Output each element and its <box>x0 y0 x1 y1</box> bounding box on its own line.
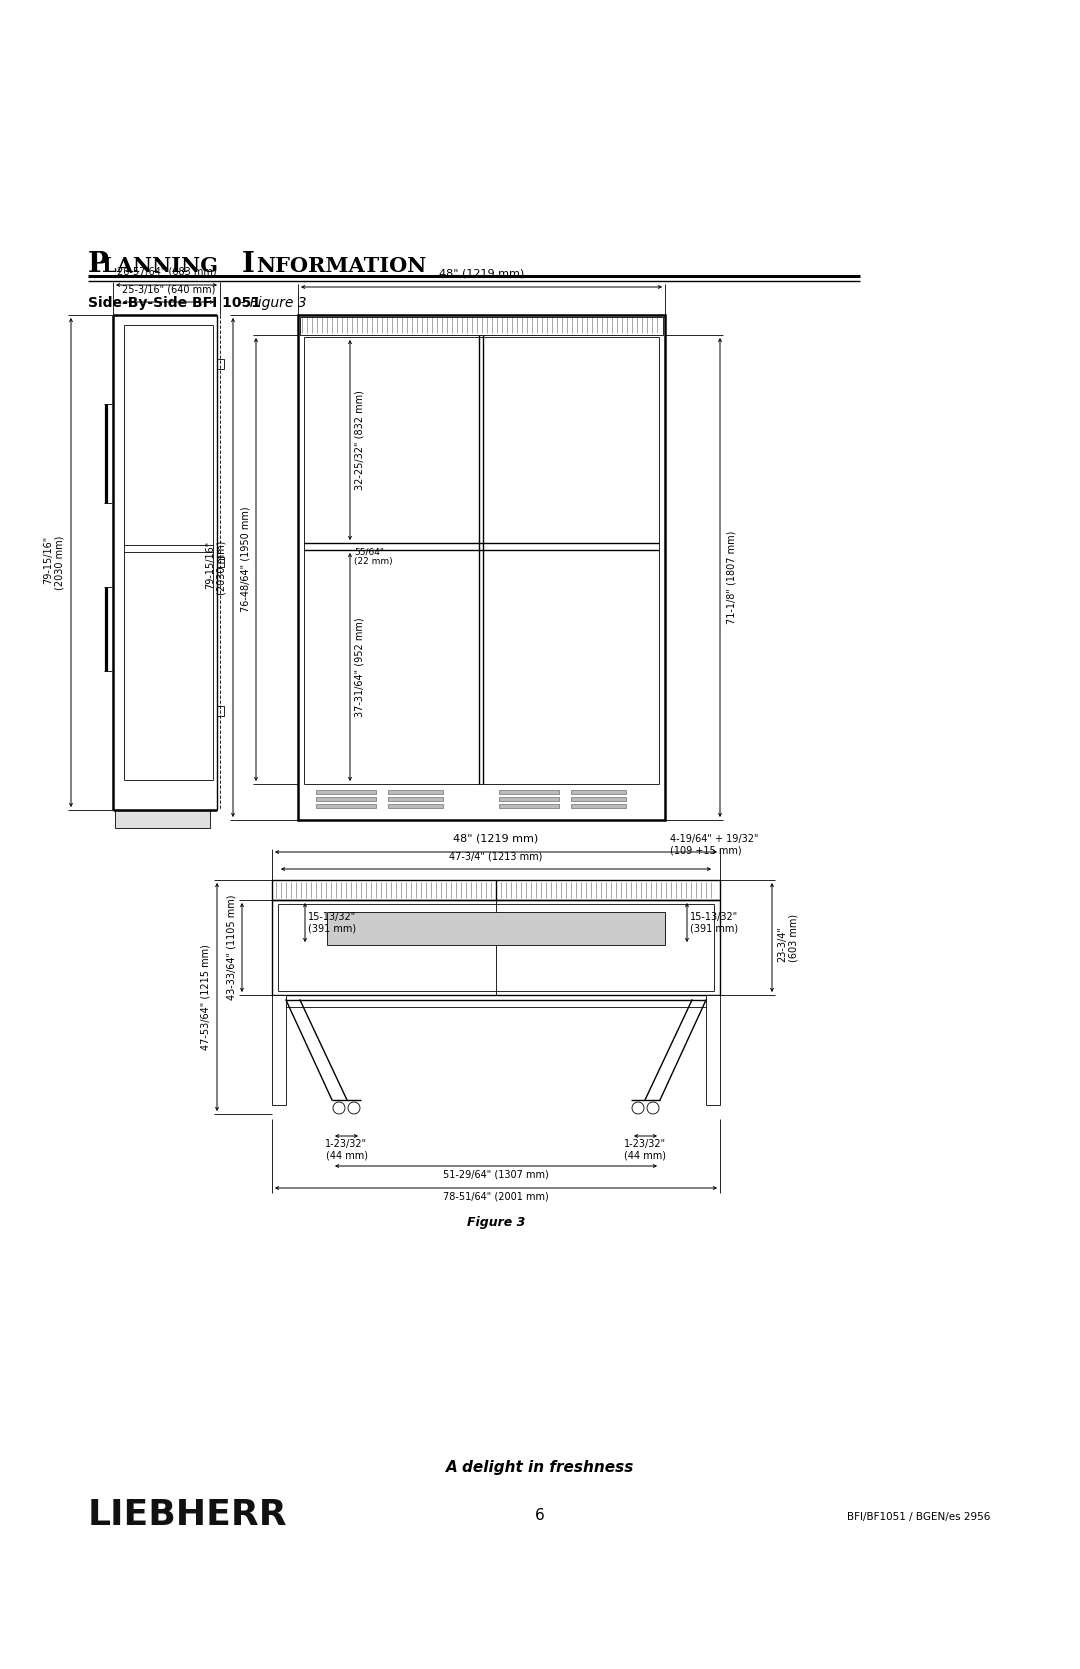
Bar <box>272 900 720 995</box>
Text: 47-3/4" (1213 mm): 47-3/4" (1213 mm) <box>449 851 542 861</box>
Bar <box>300 317 663 335</box>
Text: P: P <box>87 250 109 279</box>
Text: 6: 6 <box>535 1509 545 1524</box>
Bar <box>499 804 559 808</box>
Text: LANNING: LANNING <box>102 255 218 275</box>
Text: 15-13/32"
(391 mm): 15-13/32" (391 mm) <box>308 911 356 933</box>
Text: I: I <box>242 250 255 279</box>
Text: 76-48/64" (1950 mm): 76-48/64" (1950 mm) <box>240 507 249 613</box>
Bar <box>706 995 720 1105</box>
Bar <box>571 789 626 794</box>
Text: 43-33/64" (1105 mm): 43-33/64" (1105 mm) <box>226 895 237 1000</box>
Text: 71-1/8" (1807 mm): 71-1/8" (1807 mm) <box>726 531 735 624</box>
Bar <box>388 804 443 808</box>
Text: 23-3/4"
(603 mm): 23-3/4" (603 mm) <box>777 913 798 961</box>
Bar <box>327 911 665 945</box>
Text: 1-23/32"
(44 mm): 1-23/32" (44 mm) <box>325 1138 367 1160</box>
Text: 48" (1219 mm): 48" (1219 mm) <box>454 833 539 843</box>
Text: Figure 3: Figure 3 <box>467 1217 525 1228</box>
Bar <box>499 798 559 801</box>
Bar <box>272 880 720 900</box>
Circle shape <box>632 1102 644 1113</box>
Bar <box>388 798 443 801</box>
Bar <box>272 995 286 1105</box>
Text: 32-25/32" (832 mm): 32-25/32" (832 mm) <box>354 391 364 491</box>
Bar <box>114 809 210 828</box>
Text: BFI/BF1051 / BGEN/es 2956: BFI/BF1051 / BGEN/es 2956 <box>847 1512 990 1522</box>
Text: 79-15/16"
(2030 mm): 79-15/16" (2030 mm) <box>205 541 227 594</box>
Text: 51-29/64" (1307 mm): 51-29/64" (1307 mm) <box>443 1168 549 1178</box>
Bar <box>217 706 224 716</box>
Bar <box>316 798 376 801</box>
Text: 4-19/64" + 19/32"
(109 +15 mm): 4-19/64" + 19/32" (109 +15 mm) <box>670 834 758 856</box>
Circle shape <box>333 1102 345 1113</box>
Text: 47-53/64" (1215 mm): 47-53/64" (1215 mm) <box>201 945 211 1050</box>
Text: A delight in freshness: A delight in freshness <box>446 1460 634 1475</box>
Text: LIEBHERR: LIEBHERR <box>87 1499 287 1532</box>
Text: 78-51/64" (2001 mm): 78-51/64" (2001 mm) <box>443 1192 549 1202</box>
Text: 55/64"
(22 mm): 55/64" (22 mm) <box>354 547 393 566</box>
Bar <box>217 359 224 369</box>
Circle shape <box>348 1102 360 1113</box>
Text: 1-23/32"
(44 mm): 1-23/32" (44 mm) <box>624 1138 666 1160</box>
Bar <box>217 557 224 567</box>
Bar <box>316 804 376 808</box>
Text: 48" (1219 mm): 48" (1219 mm) <box>438 269 524 279</box>
Text: 37-31/64" (952 mm): 37-31/64" (952 mm) <box>354 618 364 716</box>
Circle shape <box>647 1102 659 1113</box>
Text: 26-57/64" (683 mm): 26-57/64" (683 mm) <box>117 267 216 277</box>
Bar <box>499 789 559 794</box>
Bar <box>388 789 443 794</box>
Bar <box>571 804 626 808</box>
Bar <box>298 315 665 819</box>
Text: NFORMATION: NFORMATION <box>256 255 427 275</box>
Text: - Figure 3: - Figure 3 <box>237 295 307 310</box>
Text: 25-3/16" (640 mm): 25-3/16" (640 mm) <box>122 284 215 294</box>
Text: 15-13/32"
(391 mm): 15-13/32" (391 mm) <box>690 911 739 933</box>
Bar <box>571 798 626 801</box>
Text: 79-15/16"
(2030 mm): 79-15/16" (2030 mm) <box>43 536 65 589</box>
Bar <box>316 789 376 794</box>
Text: Side-By-Side BFI 1051: Side-By-Side BFI 1051 <box>87 295 261 310</box>
